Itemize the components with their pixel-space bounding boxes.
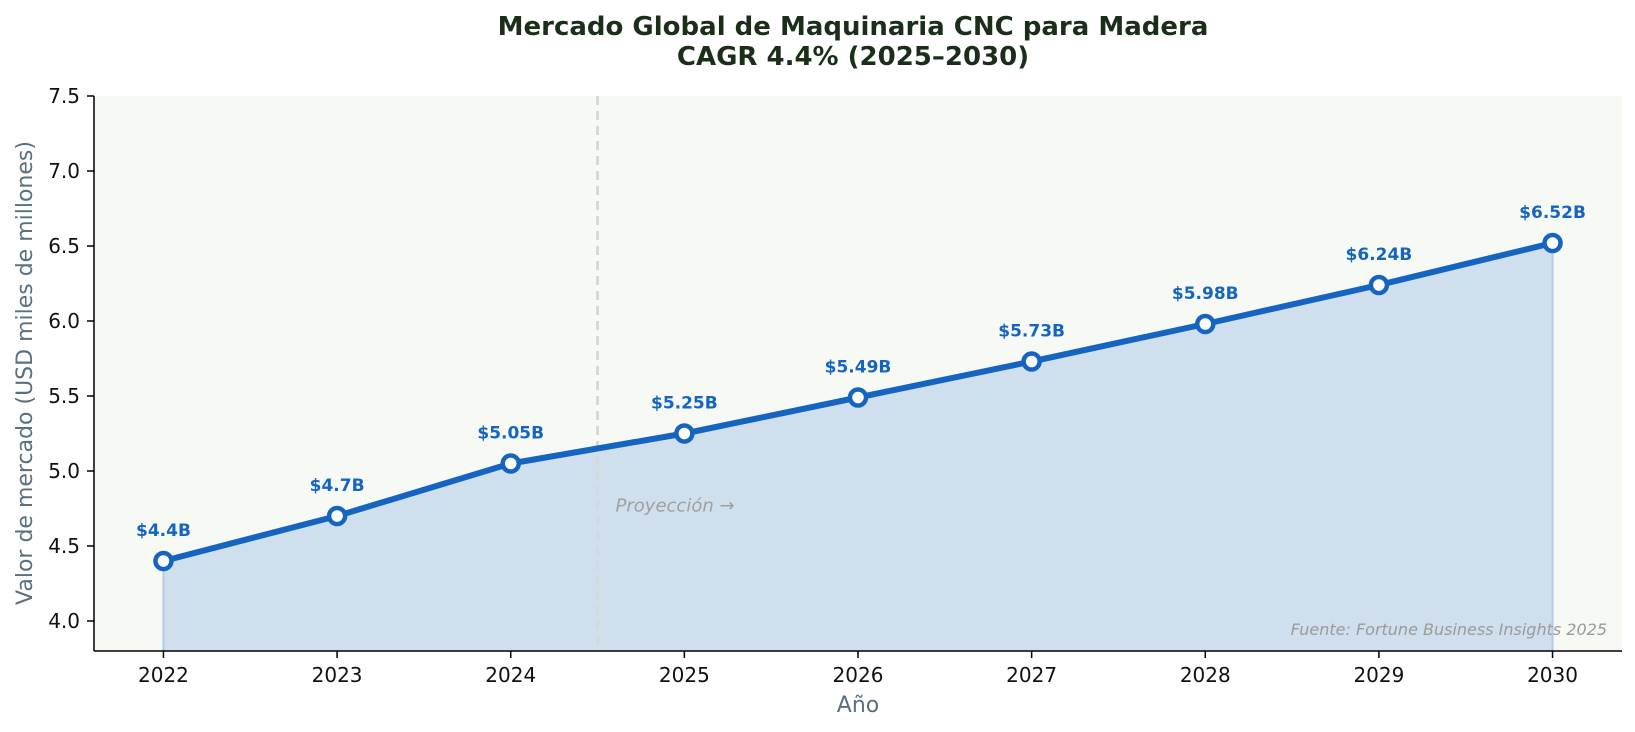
x-tick-label: 2027 xyxy=(1006,663,1057,687)
data-label-2029: $6.24B xyxy=(1346,245,1413,265)
area-fill xyxy=(163,243,1553,651)
data-point-2030 xyxy=(1542,232,1563,254)
y-tick-label: 7.5 xyxy=(48,84,80,108)
data-point-2027 xyxy=(1021,351,1042,372)
y-tick-label: 5.5 xyxy=(48,384,80,408)
y-tick-label: 4.0 xyxy=(48,609,80,633)
data-label-2025: $5.25B xyxy=(651,394,718,414)
x-tick-label: 2022 xyxy=(138,663,189,687)
source-note: Fuente: Fortune Business Insights 2025 xyxy=(1291,620,1607,639)
data-point-2022 xyxy=(153,550,174,572)
data-label-2022: $4.4B xyxy=(136,521,191,541)
data-markers xyxy=(153,232,1563,572)
x-tick-label: 2025 xyxy=(659,663,710,687)
x-tick-label: 2024 xyxy=(485,663,536,687)
data-label-2024: $5.05B xyxy=(477,424,544,444)
x-tick-label: 2026 xyxy=(833,663,884,687)
data-labels: $4.4B $4.7B $5.05B $5.25B $5.49B $5.73B $5.98B… xyxy=(136,203,1586,541)
x-tick-label: 2030 xyxy=(1527,663,1578,687)
data-label-2027: $5.73B xyxy=(998,322,1065,342)
y-tick-label: 4.5 xyxy=(48,534,80,558)
data-label-2030: $6.52B xyxy=(1519,203,1586,223)
data-label-2023: $4.7B xyxy=(310,476,365,496)
x-tick-label: 2029 xyxy=(1353,663,1404,687)
x-tick-label: 2028 xyxy=(1180,663,1231,687)
data-label-2028: $5.98B xyxy=(1172,284,1239,304)
data-point-2028 xyxy=(1195,313,1216,335)
area-edge xyxy=(162,243,1554,651)
x-axis-label: Año xyxy=(837,693,879,718)
data-point-2026 xyxy=(847,387,869,408)
y-axis-label: Valor de mercado (USD miles de millones) xyxy=(13,141,38,605)
y-tick-label: 5.0 xyxy=(48,459,80,483)
y-tick-label: 6.5 xyxy=(48,234,80,258)
data-point-2025 xyxy=(674,423,695,444)
x-tick-label: 2023 xyxy=(312,663,363,687)
data-point-2023 xyxy=(326,505,348,527)
data-point-2029 xyxy=(1368,274,1390,296)
data-point-2024 xyxy=(500,453,521,474)
projection-label: Proyección → xyxy=(616,496,735,517)
x-ticks: 2022 2023 2024 2025 2026 2027 2028 2029 2030 xyxy=(138,651,1578,687)
chart-title-line2: CAGR 4.4% (2025–2030) xyxy=(677,42,1029,72)
y-tick-label: 6.0 xyxy=(48,309,80,333)
y-ticks: 4.0 4.5 5.0 5.5 6.0 6.5 7.0 7.5 xyxy=(48,84,94,633)
data-label-2026: $5.49B xyxy=(825,358,892,378)
chart-title-line1: Mercado Global de Maquinaria CNC para Ma… xyxy=(498,12,1209,42)
y-tick-label: 7.0 xyxy=(48,159,80,183)
